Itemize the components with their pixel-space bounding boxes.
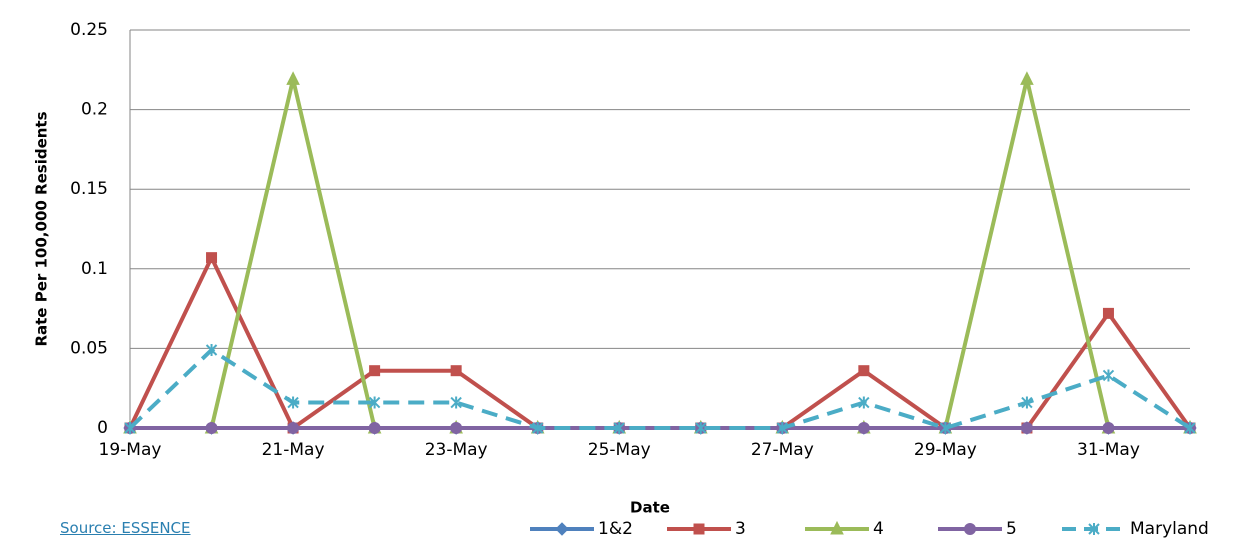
data-point [1021,396,1033,409]
data-point [1020,71,1034,85]
source-link[interactable]: Source: ESSENCE [60,519,191,537]
data-point [205,343,218,356]
y-tick-label: 0 [97,418,108,438]
legend-label: Maryland [1130,519,1209,539]
series-line [128,347,1192,430]
legend-label: 1&2 [598,519,633,539]
data-point [1020,422,1033,434]
data-point [287,396,299,409]
legend-label: 3 [735,519,746,539]
x-tick-label: 21-May [262,440,325,460]
y-tick-label: 0.2 [81,100,108,120]
data-point [206,252,218,264]
x-tick-label: 23-May [425,440,488,460]
x-tick-label: 31-May [1077,440,1140,460]
y-tick-label: 0.15 [70,179,108,199]
data-point [531,422,544,434]
data-point [1102,422,1115,434]
data-point [368,422,381,434]
data-point [939,422,952,434]
data-point [776,422,789,434]
x-axis-label: Date [630,499,670,517]
data-point [613,422,625,434]
data-point [287,422,300,434]
legend-label: 4 [873,519,884,539]
x-tick-label: 29-May [914,440,977,460]
data-point [1102,307,1114,319]
legend-marker [964,523,976,535]
data-point [124,422,136,434]
data-point [1102,369,1115,382]
y-tick-label: 0.25 [70,20,108,40]
data-point [205,422,218,434]
y-tick-label: 0.1 [81,259,108,279]
data-point [858,365,870,377]
data-point [450,422,463,434]
data-point [450,396,462,409]
legend-label: 5 [1006,519,1017,539]
x-tick-label: 27-May [751,440,814,460]
x-tick-label: 19-May [99,440,162,460]
data-point [369,365,381,377]
data-point [1184,422,1196,434]
data-point [368,396,381,409]
y-axis-label: Rate Per 100,000 Residents [33,111,51,346]
data-point [695,422,707,434]
data-point [450,365,462,377]
legend-marker [830,520,844,535]
series-line [130,77,1190,430]
data-point [286,71,300,85]
legend-marker [555,522,569,536]
legend-marker [693,523,705,535]
legend-marker [1088,523,1100,535]
data-point [858,396,870,409]
y-tick-label: 0.05 [70,338,108,358]
data-point [857,422,870,434]
x-tick-label: 25-May [588,440,651,460]
